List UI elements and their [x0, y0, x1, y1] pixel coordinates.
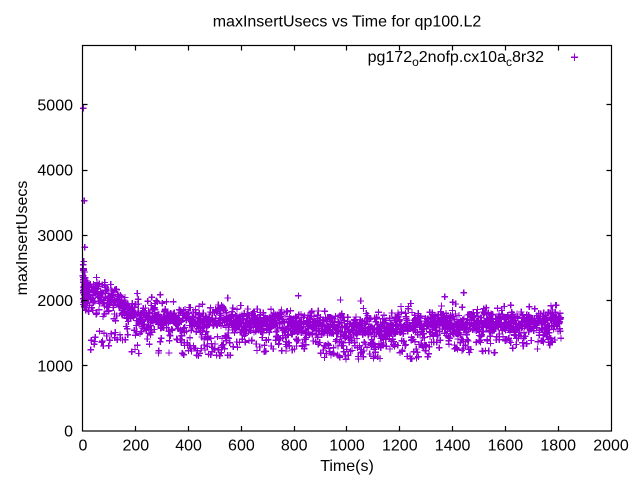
svg-text:800: 800	[281, 438, 308, 455]
svg-text:400: 400	[175, 438, 202, 455]
svg-text:2000: 2000	[37, 293, 73, 310]
svg-text:600: 600	[228, 438, 255, 455]
svg-text:2000: 2000	[593, 438, 629, 455]
svg-text:1600: 1600	[488, 438, 524, 455]
svg-text:1400: 1400	[435, 438, 471, 455]
svg-text:1200: 1200	[382, 438, 418, 455]
svg-text:maxInsertUsecs vs Time for qp1: maxInsertUsecs vs Time for qp100.L2	[213, 14, 482, 31]
svg-text:200: 200	[122, 438, 149, 455]
svg-text:maxInsertUsecs: maxInsertUsecs	[14, 181, 31, 296]
svg-text:1800: 1800	[540, 438, 576, 455]
svg-text:5000: 5000	[37, 98, 73, 115]
svg-text:1000: 1000	[37, 358, 73, 375]
svg-text:0: 0	[64, 424, 73, 441]
svg-text:3000: 3000	[37, 228, 73, 245]
svg-text:pg172o2nofp.cx10ac8r32: pg172o2nofp.cx10ac8r32	[368, 49, 545, 69]
svg-text:0: 0	[79, 438, 88, 455]
svg-text:4000: 4000	[37, 163, 73, 180]
svg-text:1000: 1000	[329, 438, 365, 455]
svg-text:Time(s): Time(s)	[320, 458, 374, 475]
